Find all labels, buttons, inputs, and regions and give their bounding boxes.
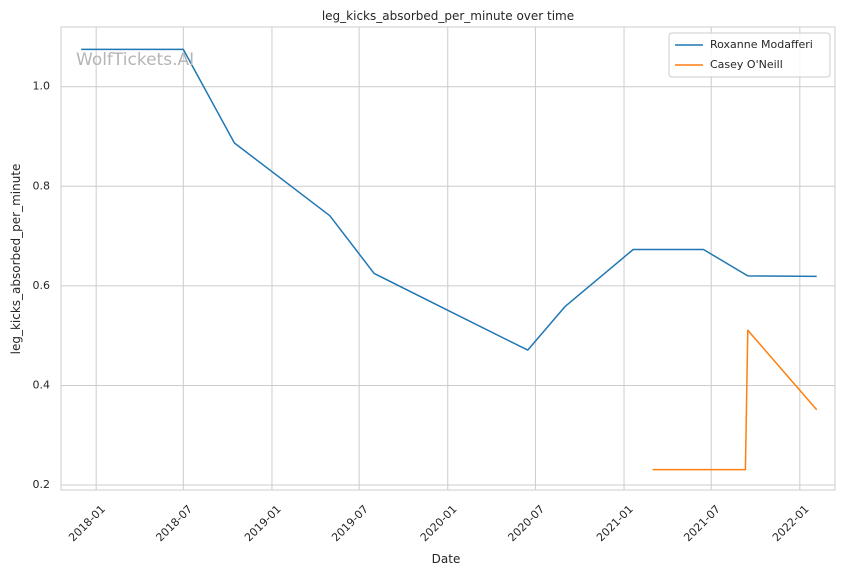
y-tick-label: 0.8 bbox=[33, 179, 51, 192]
legend-box bbox=[668, 32, 831, 78]
x-tick-label: 2019-01 bbox=[242, 503, 284, 545]
series-line-1 bbox=[81, 48, 817, 351]
x-tick-label: 2021-01 bbox=[594, 503, 636, 545]
x-tick-label: 2019-07 bbox=[329, 503, 371, 545]
y-tick-label: 0.4 bbox=[33, 378, 51, 391]
legend: Roxanne Modafferi Casey O'Neill bbox=[668, 32, 831, 78]
legend-label-1: Roxanne Modafferi bbox=[710, 38, 813, 51]
y-tick-label: 1.0 bbox=[33, 80, 51, 93]
plot-frame bbox=[60, 26, 836, 491]
y-tick-label: 0.2 bbox=[33, 478, 51, 491]
chart-title: leg_kicks_absorbed_per_minute over time bbox=[322, 9, 574, 23]
grid bbox=[61, 27, 835, 490]
x-axis-ticks: 2018-01 2018-07 2019-01 2019-07 2020-01 2020-… bbox=[66, 503, 811, 545]
legend-label-2: Casey O'Neill bbox=[710, 58, 783, 71]
x-tick-label: 2020-07 bbox=[505, 503, 547, 545]
x-tick-label: 2018-07 bbox=[153, 503, 195, 545]
x-tick-label: 2021-07 bbox=[681, 503, 723, 545]
y-axis-ticks: 0.2 0.4 0.6 0.8 1.0 bbox=[33, 80, 51, 491]
x-axis-title: Date bbox=[432, 552, 461, 566]
series-line-2 bbox=[652, 329, 818, 471]
watermark: WolfTickets.AI bbox=[76, 50, 194, 70]
series-lines bbox=[81, 48, 818, 471]
x-tick-label: 2022-01 bbox=[770, 503, 812, 545]
x-tick-label: 2018-01 bbox=[66, 503, 108, 545]
x-tick-label: 2020-01 bbox=[418, 503, 460, 545]
y-axis-title: leg_kicks_absorbed_per_minute bbox=[9, 164, 23, 355]
y-tick-label: 0.6 bbox=[33, 279, 51, 292]
